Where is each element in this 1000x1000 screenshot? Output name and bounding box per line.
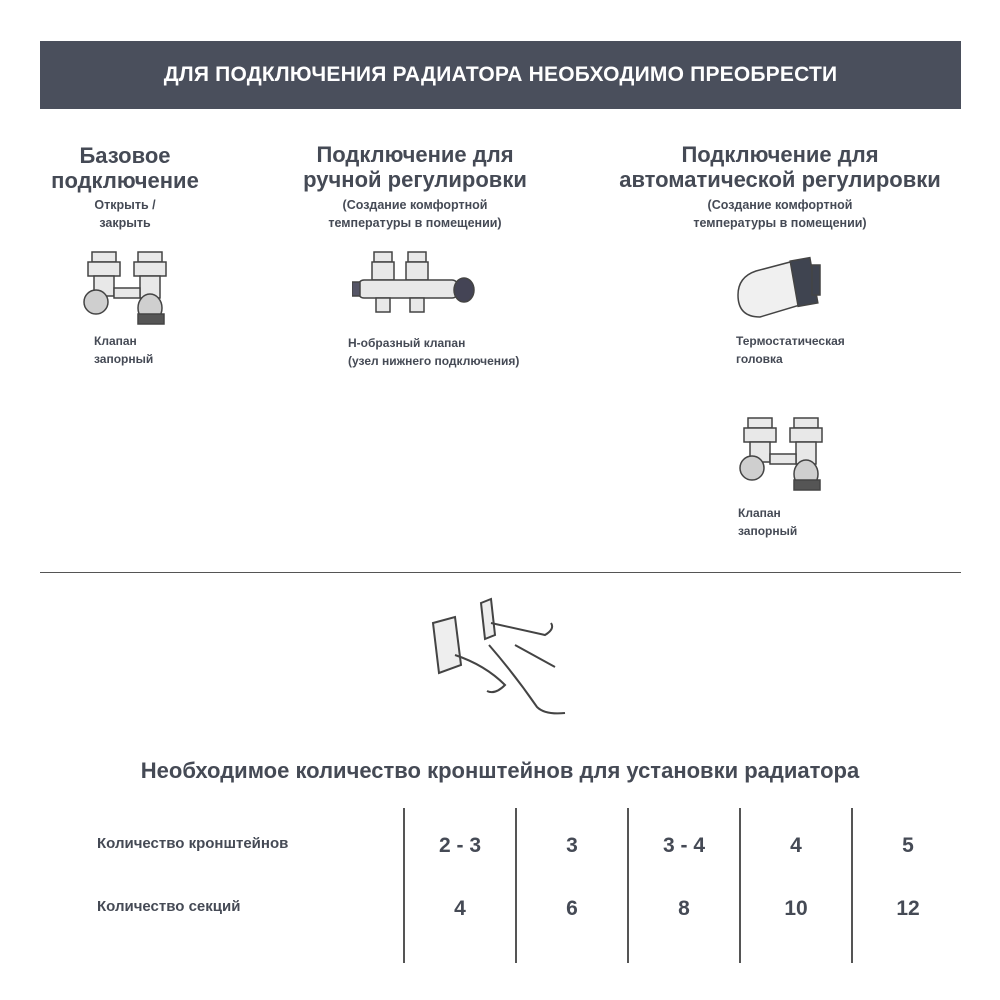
caption-line: запорный xyxy=(94,352,154,366)
thermostatic-head-icon xyxy=(737,256,821,318)
table-cell: 4 xyxy=(790,834,802,857)
row-label-sections: Количество секций xyxy=(97,898,241,915)
column-manual-subtitle: (Создание комфортной температуры в помещ… xyxy=(275,196,555,232)
column-basic-heading: Базовое подключение xyxy=(20,143,230,193)
heading-line: Подключение для xyxy=(681,142,879,167)
section-divider xyxy=(40,572,961,573)
table-cell: 10 xyxy=(784,897,808,920)
caption-line: головка xyxy=(736,352,783,366)
caption-line: запорный xyxy=(738,524,798,538)
table-divider xyxy=(627,808,629,963)
table-cell: 12 xyxy=(896,897,920,920)
heading-line: подключение xyxy=(51,168,199,193)
banner-title: ДЛЯ ПОДКЛЮЧЕНИЯ РАДИАТОРА НЕОБХОДИМО ПРЕ… xyxy=(163,63,838,86)
caption-line: (узел нижнего подключения) xyxy=(348,354,520,368)
column-manual-heading: Подключение для ручной регулировки xyxy=(275,142,555,192)
shutoff-valve-icon xyxy=(739,417,823,491)
caption-line: Клапан xyxy=(94,334,137,348)
subtitle-line: (Создание комфортной xyxy=(707,198,853,212)
table-cell: 2 - 3 xyxy=(438,834,482,857)
header-banner: ДЛЯ ПОДКЛЮЧЕНИЯ РАДИАТОРА НЕОБХОДИМО ПРЕ… xyxy=(40,41,961,109)
table-divider xyxy=(403,808,405,963)
heading-line: Базовое xyxy=(79,143,171,168)
table-cell: 5 xyxy=(902,834,914,857)
row-label-brackets: Количество кронштейнов xyxy=(97,835,289,852)
h-valve-icon xyxy=(352,251,475,313)
subtitle-line: (Создание комфортной xyxy=(342,198,488,212)
subtitle-line: закрыть xyxy=(99,216,151,230)
caption-line: Термостатическая xyxy=(736,334,845,348)
table-cell: 3 - 4 xyxy=(662,834,706,857)
table-divider xyxy=(739,808,741,963)
table-cell: 4 xyxy=(454,897,466,920)
column-auto-subtitle: (Создание комфортной температуры в помещ… xyxy=(590,196,970,232)
subtitle-line: Открыть / xyxy=(94,198,156,212)
heading-line: автоматической регулировки xyxy=(619,167,941,192)
subtitle-line: температуры в помещении) xyxy=(328,216,502,230)
caption-shutoff-valve: Клапан запорный xyxy=(94,332,153,368)
caption-shutoff-valve-2: Клапан запорный xyxy=(738,504,797,540)
caption-thermostatic-head: Термостатическая головка xyxy=(736,332,845,368)
caption-h-valve: Н-образный клапан (узел нижнего подключе… xyxy=(348,334,519,370)
heading-line: Подключение для xyxy=(316,142,514,167)
table-divider xyxy=(851,808,853,963)
table-cell: 3 xyxy=(566,834,578,857)
caption-line: Н-образный клапан xyxy=(348,336,466,350)
table-divider xyxy=(515,808,517,963)
caption-line: Клапан xyxy=(738,506,781,520)
column-basic-subtitle: Открыть / закрыть xyxy=(20,196,230,232)
subtitle-line: температуры в помещении) xyxy=(693,216,867,230)
bracket-icon xyxy=(431,597,566,715)
column-auto-heading: Подключение для автоматической регулиров… xyxy=(590,142,970,192)
heading-line: ручной регулировки xyxy=(303,167,527,192)
table-cell: 6 xyxy=(566,897,578,920)
table-cell: 8 xyxy=(678,897,690,920)
shutoff-valve-icon xyxy=(83,251,167,325)
brackets-title: Необходимое количество кронштейнов для у… xyxy=(140,758,860,783)
